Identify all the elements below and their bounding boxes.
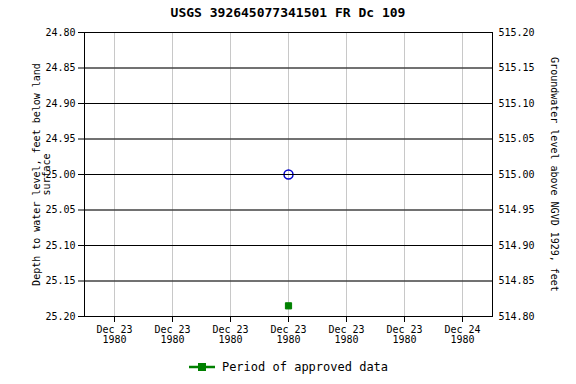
svg-text:514.95: 514.95 (499, 204, 535, 215)
svg-text:Dec 231980: Dec 231980 (212, 324, 248, 345)
svg-text:Dec 231980: Dec 231980 (154, 324, 190, 345)
svg-text:Dec 231980: Dec 231980 (328, 324, 364, 345)
svg-text:24.95: 24.95 (45, 133, 75, 144)
svg-text:Groundwater level above NGVD 1: Groundwater level above NGVD 1929, feet (549, 57, 560, 292)
svg-text:24.90: 24.90 (45, 98, 75, 109)
svg-text:25.00: 25.00 (45, 168, 76, 180)
svg-text:Dec 241980: Dec 241980 (444, 324, 480, 345)
svg-text:Dec 231980: Dec 231980 (270, 324, 306, 345)
svg-text:24.85: 24.85 (45, 62, 75, 73)
svg-text:514.85: 514.85 (499, 275, 535, 286)
svg-text:515.00: 515.00 (499, 169, 535, 180)
svg-text:515.20: 515.20 (499, 27, 535, 38)
svg-text:25.10: 25.10 (45, 240, 75, 251)
svg-text:515.15: 515.15 (499, 62, 535, 73)
html-text:USGS 392645077341501 FR Dc 109: USGS 392645077341501 FR Dc 109 (170, 5, 406, 20)
svg-text:515.10: 515.10 (499, 98, 535, 109)
svg-text:25.15: 25.15 (45, 275, 75, 286)
svg-text:Dec 231980: Dec 231980 (96, 324, 132, 345)
svg-text:Depth to water level, feet bel: Depth to water level, feet below landsur… (31, 63, 52, 286)
svg-text:515.05: 515.05 (499, 133, 535, 144)
svg-text:Dec 231980: Dec 231980 (386, 324, 422, 345)
svg-text:514.80: 514.80 (499, 311, 535, 322)
svg-text:25.20: 25.20 (45, 311, 75, 322)
html-text:Period of approved data: Period of approved data (221, 360, 389, 374)
svg-text:514.90: 514.90 (499, 240, 535, 251)
svg-text:25.05: 25.05 (45, 204, 75, 215)
svg-text:24.80: 24.80 (45, 27, 75, 38)
